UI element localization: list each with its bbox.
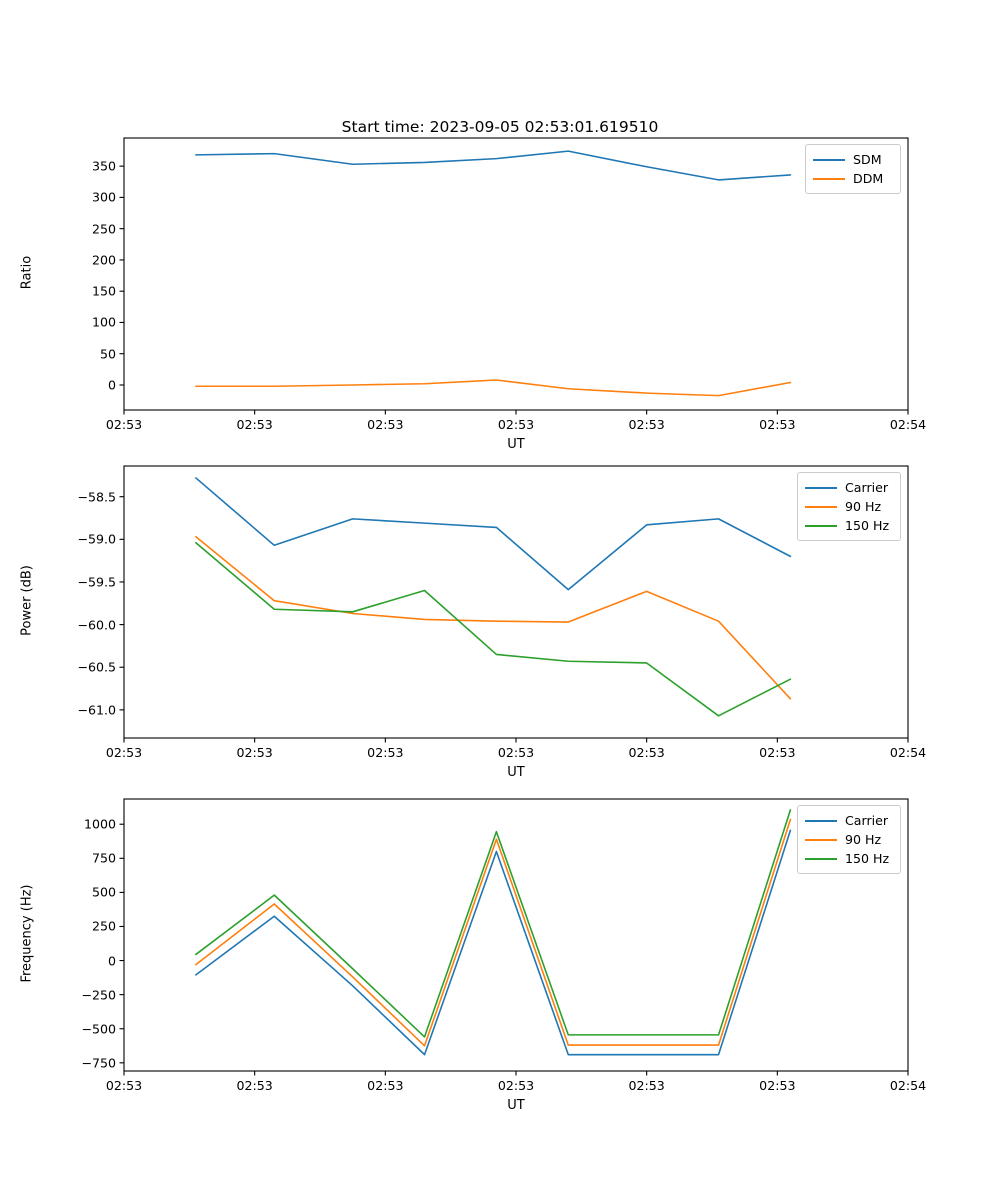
x-tick-label-frequency-0: 02:53 [105,1078,143,1093]
y-tick-label-ratio-4: 200 [91,252,116,268]
y-tick-label-frequency-1: −500 [81,1021,116,1037]
legend-item-frequency-1[interactable]: 90 Hz [805,830,893,849]
x-tick-label-power-6: 02:54 [889,745,927,760]
x-tick-label-ratio-3: 02:53 [497,417,535,432]
x-axis-label-ratio: UT [507,437,525,452]
y-tick-label-ratio-2: 100 [91,314,116,330]
legend-label: 90 Hz [845,499,882,514]
x-tick-label-power-1: 02:53 [236,745,273,760]
y-tick-label-ratio-6: 300 [91,189,116,205]
x-tick-label-power-4: 02:53 [628,745,665,760]
legend-item-power-0[interactable]: Carrier [805,478,893,497]
series-line-power-0 [195,477,792,591]
x-axis-label-frequency: UT [507,1098,525,1113]
y-tick-label-frequency-7: 1000 [83,816,116,832]
legend-item-frequency-0[interactable]: Carrier [805,811,893,830]
series-line-ratio-1 [195,379,792,397]
x-tick-label-frequency-5: 02:53 [759,1078,796,1093]
y-tick-label-ratio-1: 50 [99,346,116,362]
legend-label: Carrier [845,813,889,828]
series-line-power-1 [195,535,792,700]
y-tick-label-ratio-5: 250 [91,221,116,237]
y-tick-label-frequency-5: 500 [91,884,116,900]
y-tick-label-power-2: −59.5 [77,574,116,590]
legend-swatch-icon [805,838,837,841]
legend-swatch-icon [813,158,845,161]
x-axis-label-power: UT [507,765,525,780]
x-tick-label-ratio-5: 02:53 [759,417,796,432]
legend-label: 150 Hz [845,851,890,866]
series-line-frequency-2 [195,809,792,1038]
x-tick-label-frequency-6: 02:54 [889,1078,927,1093]
y-tick-label-frequency-4: 250 [91,918,116,934]
x-tick-label-power-5: 02:53 [759,745,796,760]
y-tick-label-power-4: −60.5 [77,659,116,675]
series-line-ratio-0 [195,150,792,181]
series-line-frequency-1 [195,818,792,1047]
x-tick-label-frequency-1: 02:53 [236,1078,273,1093]
x-tick-label-power-0: 02:53 [105,745,143,760]
legend-item-power-1[interactable]: 90 Hz [805,497,893,516]
series-line-frequency-0 [195,829,792,1056]
legend-power[interactable]: Carrier 90 Hz 150 Hz [797,472,901,541]
x-tick-label-frequency-4: 02:53 [628,1078,665,1093]
x-tick-label-ratio-4: 02:53 [628,417,665,432]
x-tick-label-ratio-2: 02:53 [367,417,404,432]
legend-swatch-icon [805,857,837,860]
y-tick-label-ratio-0: 0 [107,377,116,393]
y-tick-label-power-3: −60.0 [77,617,116,633]
legend-swatch-icon [813,177,845,180]
y-tick-label-frequency-0: −750 [81,1055,116,1071]
y-tick-label-frequency-3: 0 [107,953,116,969]
axes-frame [123,798,909,1072]
figure-title: Start time: 2023-09-05 02:53:01.619510 [341,118,659,136]
legend-label: Carrier [845,480,889,495]
x-tick-label-power-2: 02:53 [367,745,404,760]
legend-swatch-icon [805,524,837,527]
x-tick-label-ratio-1: 02:53 [236,417,273,432]
legend-item-ratio-0[interactable]: SDM [813,150,893,169]
x-tick-label-power-3: 02:53 [497,745,535,760]
y-tick-label-power-1: −59.0 [77,531,116,547]
x-tick-label-ratio-6: 02:54 [889,417,927,432]
y-tick-label-ratio-7: 350 [91,158,116,174]
legend-frequency[interactable]: Carrier 90 Hz 150 Hz [797,805,901,874]
legend-label: DDM [853,171,884,186]
x-tick-label-frequency-2: 02:53 [367,1078,404,1093]
x-tick-label-ratio-0: 02:53 [105,417,143,432]
legend-swatch-icon [805,819,837,822]
legend-label: SDM [853,152,882,167]
legend-swatch-icon [805,486,837,489]
legend-swatch-icon [805,505,837,508]
y-tick-label-power-5: −61.0 [77,702,116,718]
legend-item-ratio-1[interactable]: DDM [813,169,893,188]
legend-item-power-2[interactable]: 150 Hz [805,516,893,535]
y-tick-label-ratio-3: 150 [91,283,116,299]
y-tick-label-frequency-2: −250 [81,987,116,1003]
legend-ratio[interactable]: SDM DDM [805,144,901,194]
y-tick-label-frequency-6: 750 [91,850,116,866]
x-tick-label-frequency-3: 02:53 [497,1078,535,1093]
series-line-power-2 [195,541,792,717]
y-axis-label-frequency: Frequency (Hz) [19,884,35,983]
legend-item-frequency-2[interactable]: 150 Hz [805,849,893,868]
y-tick-label-power-0: −58.5 [77,489,116,505]
legend-label: 90 Hz [845,832,882,847]
legend-label: 150 Hz [845,518,890,533]
